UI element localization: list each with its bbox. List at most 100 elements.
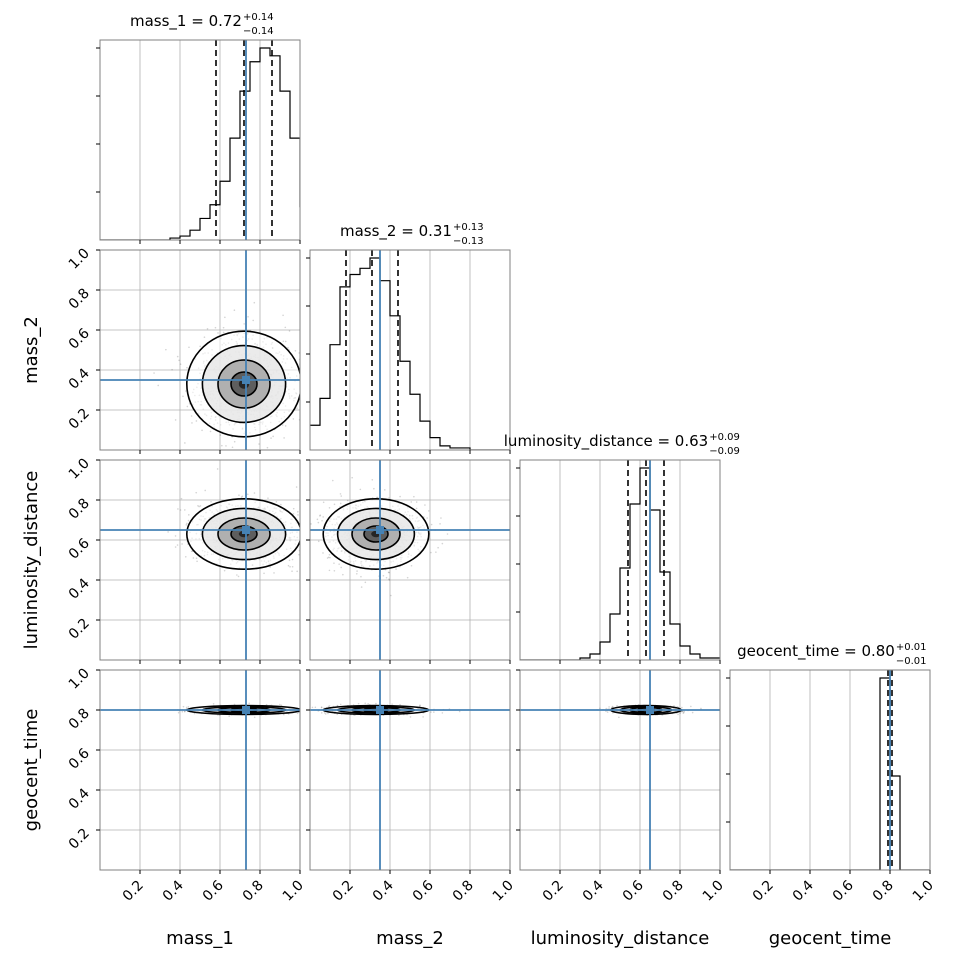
sample-point [320,706,323,709]
panel-frame [519,459,721,661]
sample-point [184,442,186,444]
sample-point [291,558,294,561]
sample-point [283,713,285,716]
sample-point [419,705,421,707]
histogram-bin [220,181,230,240]
sample-point [295,486,298,488]
histogram-step [310,257,510,450]
sample-point [199,345,201,348]
histogram-bin [600,642,610,660]
sample-point [270,437,272,439]
truth-marker [242,706,250,714]
sample-point [315,523,317,525]
sample-point [301,521,303,523]
grid-3-2 [520,669,721,870]
sample-point [317,521,320,524]
x-tick-label: 0.2 [120,878,147,905]
truth-marker [242,376,250,384]
sample-point [195,557,198,560]
sample-point [266,446,269,449]
scatter-mass_1-geocent_time [100,670,306,870]
sample-point [304,707,306,709]
sample-point [307,521,309,523]
sample-point [294,349,297,352]
sample-point [322,552,324,554]
sample-point [301,526,303,528]
sample-point [280,704,283,707]
sample-point [327,556,330,559]
sample-point [306,547,308,549]
sample-point [181,710,184,713]
scatter-luminosity_distance-geocent_time [520,670,720,870]
sample-point [302,532,304,534]
sample-point [360,586,363,588]
sample-point [410,564,413,567]
sample-point [321,519,323,522]
sample-point [196,560,198,563]
sample-point [263,572,265,575]
sample-point [296,407,298,409]
histogram-bin [340,287,350,450]
sample-point [682,712,685,714]
sample-point [391,703,393,705]
scatter-mass_1-mass_2 [100,250,303,450]
sample-point [326,557,329,559]
sample-point [253,716,256,719]
sample-point [282,340,285,343]
sample-point [301,355,303,357]
sample-point [184,390,187,392]
histogram-bin [670,624,680,660]
panel-frame [309,459,511,661]
sample-point [458,710,461,713]
sample-point [176,544,179,546]
sample-point [328,553,331,556]
sample-point [446,533,449,535]
sample-point [329,556,331,559]
sample-point [241,495,244,498]
sample-point [180,497,183,500]
sample-point [195,491,198,494]
sample-point [340,566,342,569]
sample-point [236,574,238,576]
sample-point [419,704,421,707]
sample-point [301,711,303,713]
title-plus: +0.14 [243,12,274,23]
sample-point [331,479,334,482]
sample-point [201,429,203,432]
histogram-bin [610,614,620,660]
sample-point [212,702,215,705]
histogram-bin [420,421,430,450]
sample-point [186,366,188,369]
y-tick-label: 1.0 [66,456,93,483]
sample-point [322,501,325,504]
sample-point [336,704,339,707]
sample-point [310,523,312,525]
sample-point [314,524,316,526]
sample-point [303,551,305,553]
sample-point [428,538,431,540]
sample-point [320,706,323,709]
histogram-bin [380,281,390,450]
sample-point [217,332,219,334]
sample-point [306,545,308,547]
sample-point [430,711,432,713]
sample-point [356,570,358,572]
sample-point [284,326,287,329]
x-tick-label: 0.4 [160,877,187,904]
sample-point [441,542,444,545]
sample-point [317,540,320,543]
sample-point [222,326,225,329]
sample-point [284,425,287,427]
panel-title: mass_1 = 0.72 [130,12,242,31]
panel-frame [99,249,301,451]
sample-point [247,316,249,318]
sample-point [195,420,198,422]
histogram-bin [210,205,220,240]
title-minus: −0.13 [453,236,484,247]
sample-point [376,496,378,499]
sample-point [284,340,287,343]
sample-point [390,594,392,597]
y-tick-label: 0.8 [66,286,93,313]
histogram-mass_2 [310,250,510,450]
title-minus: −0.09 [709,446,740,457]
